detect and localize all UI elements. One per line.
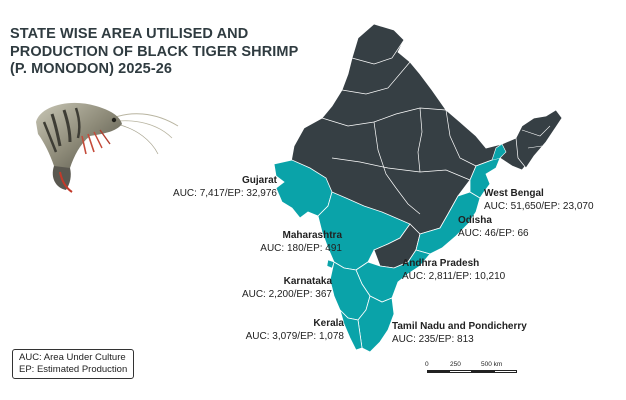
scale-bar: 0 250 500 km <box>424 361 524 384</box>
state-value-karnataka: AUC: 2,200/EP: 367 <box>241 288 332 300</box>
label-andhra-pradesh: Andhra Pradesh AUC: 2,811/EP: 10,210 <box>402 258 505 283</box>
state-name-kerala: Kerala <box>313 318 344 329</box>
map-state-gujarat <box>273 159 333 219</box>
label-maharashtra: Maharashtra AUC: 180/EP: 491 <box>260 230 342 255</box>
scale-tick-500: 500 km <box>481 361 503 368</box>
india-map <box>273 23 563 353</box>
label-west-bengal: West Bengal AUC: 51,650/EP: 23,070 <box>484 188 594 213</box>
map-state-kerala <box>339 308 363 351</box>
state-name-west-bengal: West Bengal <box>484 188 544 199</box>
map-state-west-bengal <box>469 157 501 199</box>
label-karnataka: Karnataka AUC: 2,200/EP: 367 <box>242 276 332 301</box>
state-name-maharashtra: Maharashtra <box>282 230 342 241</box>
shrimp-illustration <box>36 102 179 193</box>
state-value-gujarat: AUC: 7,417/EP: 32,976 <box>173 187 277 199</box>
title-line-3: (P. MONODON) 2025-26 <box>10 61 173 77</box>
state-name-odisha: Odisha <box>458 215 492 226</box>
scale-tick-0: 0 <box>425 361 429 368</box>
state-name-andhra-pradesh: Andhra Pradesh <box>402 258 480 269</box>
state-value-andhra-pradesh: AUC: 2,811/EP: 10,210 <box>402 270 506 282</box>
title-line-1: STATE WISE AREA UTILISED AND <box>10 26 249 42</box>
state-name-tamil-nadu: Tamil Nadu and Pondicherry <box>392 321 527 332</box>
legend-box: AUC: Area Under Culture EP: Estimated Pr… <box>12 349 135 379</box>
state-value-odisha: AUC: 46/EP: 66 <box>458 227 529 239</box>
state-value-west-bengal: AUC: 51,650/EP: 23,070 <box>484 200 594 212</box>
state-value-tamil-nadu: AUC: 235/EP: 813 <box>392 333 474 345</box>
legend-auc: AUC: Area Under Culture <box>19 352 126 363</box>
label-tamil-nadu: Tamil Nadu and Pondicherry AUC: 235/EP: … <box>392 321 527 346</box>
scale-bar-graphic <box>427 370 517 373</box>
scale-tick-250: 250 <box>450 361 461 368</box>
state-value-maharashtra: AUC: 180/EP: 491 <box>260 242 342 254</box>
label-kerala: Kerala AUC: 3,079/EP: 1,078 <box>246 318 344 343</box>
title-line-2: PRODUCTION OF BLACK TIGER SHRIMP <box>10 43 299 60</box>
state-name-karnataka: Karnataka <box>283 276 332 287</box>
label-gujarat: Gujarat AUC: 7,417/EP: 32,976 <box>173 175 277 200</box>
legend-ep: EP: Estimated Production <box>19 364 128 375</box>
page-title: STATE WISE AREA UTILISED AND PRODUCTION … <box>10 26 310 79</box>
state-value-kerala: AUC: 3,079/EP: 1,078 <box>245 330 344 342</box>
state-name-gujarat: Gujarat <box>241 175 277 186</box>
label-odisha: Odisha AUC: 46/EP: 66 <box>458 215 529 240</box>
